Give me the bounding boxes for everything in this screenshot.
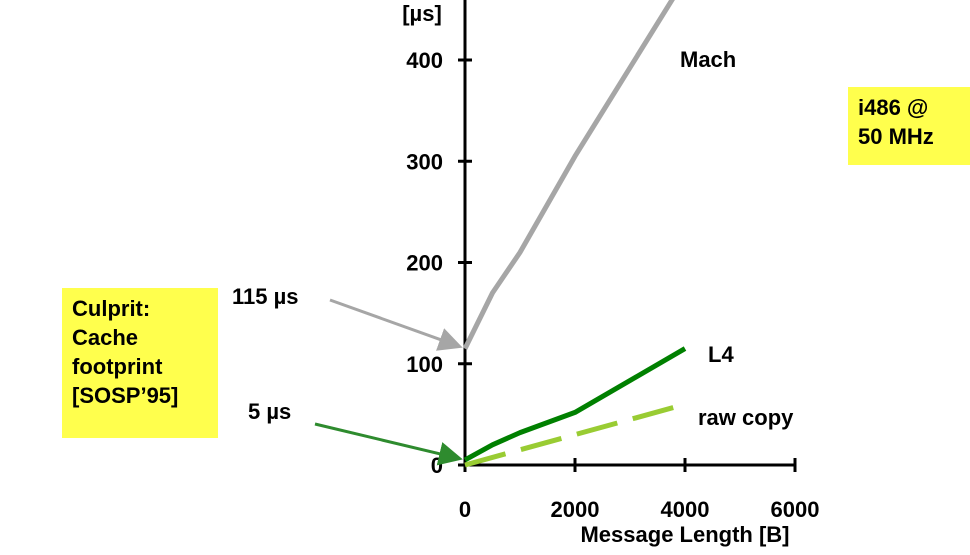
x-tick-label-4000: 4000 [661,497,710,522]
cpu-line-2: 50 MHz [858,124,934,149]
y-tick-label-100: 100 [406,352,443,377]
series-line-mach [462,0,675,350]
y-axis-title: [µs] [402,1,442,26]
x-axis-title: Message Length [B] [580,522,789,547]
culprit-line-4: [SOSP’95] [72,383,179,408]
x-tick-label-0: 0 [459,497,471,522]
culprit-line-1: Culprit: [72,296,151,321]
annotation-label-2: 5 µs [248,399,291,424]
culprit-note: Culprit: Cache footprint [SOSP’95] [62,288,218,438]
annotation-label-1: 115 µs [232,284,299,309]
annotation-arrow-2 [314,422,463,466]
series-line-l4 [463,346,687,463]
x-tick-label-2000: 2000 [551,497,600,522]
annotation-arrow-1 [329,298,463,351]
culprit-line-2: Cache [72,325,139,350]
y-tick-label-200: 200 [406,251,443,276]
culprit-line-3: footprint [72,354,163,379]
series-label-raw-copy: raw copy [698,405,794,430]
x-tick-label-6000: 6000 [771,497,820,522]
y-tick-label-300: 300 [406,149,443,174]
cpu-note: i486 @ 50 MHz [848,87,970,165]
series-label-mach: Mach [680,47,736,72]
series-line-raw-copy [464,401,686,468]
y-tick-label-400: 400 [406,48,443,73]
cpu-line-1: i486 @ [858,95,929,120]
series-label-l4: L4 [708,342,734,367]
y-tick-label-0: 0 [431,453,443,478]
